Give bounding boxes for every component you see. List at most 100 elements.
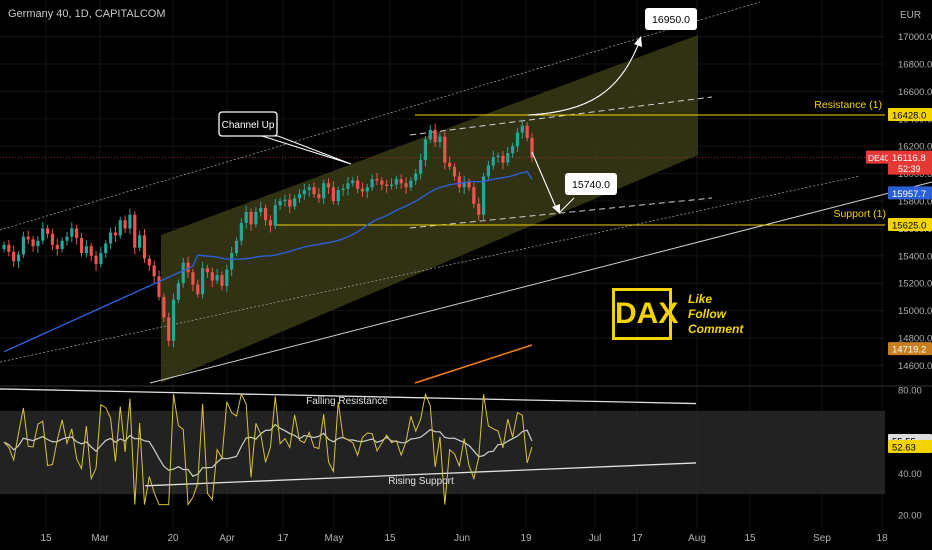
ma-long-price-tag-bg xyxy=(888,342,932,356)
candle-body xyxy=(331,187,335,202)
target-down-label: 15740.0 xyxy=(572,179,610,191)
candle-body xyxy=(205,268,210,273)
candle-body xyxy=(341,188,345,191)
candle-body xyxy=(147,258,151,266)
candle-body xyxy=(515,132,520,147)
candle-body xyxy=(336,190,340,202)
like-text: Like xyxy=(688,292,713,306)
candle-body xyxy=(511,146,515,154)
candle-body xyxy=(370,179,374,188)
candle-body xyxy=(215,275,219,281)
dax-logo: DAX xyxy=(612,288,678,340)
projection-up-arrowhead xyxy=(634,36,642,47)
candle-body xyxy=(254,211,258,225)
candle-body xyxy=(268,220,273,226)
candle-body xyxy=(322,183,326,199)
symbol-tag: DE40 xyxy=(868,153,890,163)
candle-body xyxy=(181,262,185,284)
channel-lines xyxy=(0,1,932,384)
candle-body xyxy=(94,255,98,265)
x-tick-label: 18 xyxy=(876,533,888,544)
candle-body xyxy=(186,262,190,273)
candle-body xyxy=(351,180,355,184)
candle-body xyxy=(346,183,350,189)
candle-body xyxy=(423,139,428,160)
candle-body xyxy=(79,238,84,254)
y-tick-label: 14600.0 xyxy=(898,361,932,372)
candle-body xyxy=(404,183,408,188)
channel-label-box xyxy=(218,111,278,137)
currency-label: EUR xyxy=(900,10,922,21)
y-tick-label: 16600.0 xyxy=(898,87,932,98)
candle-body xyxy=(36,240,40,247)
candle-body xyxy=(60,240,64,249)
support-price-tag: 15625.0 xyxy=(892,221,926,232)
candle-body xyxy=(428,129,432,140)
candle-body xyxy=(21,236,25,255)
rsi-ma-line xyxy=(3,423,533,477)
candle-body xyxy=(409,180,413,188)
rsi-tag-bg xyxy=(888,440,932,454)
candle-body xyxy=(457,176,461,188)
candle-body xyxy=(123,220,127,229)
last-price-tag: 16116.8 xyxy=(892,153,926,164)
candles[interactable] xyxy=(2,119,534,348)
rising-support-label: Rising Support xyxy=(388,476,454,487)
target-down-box xyxy=(565,173,617,195)
candle-body xyxy=(414,173,418,181)
candle-body xyxy=(448,162,452,167)
y-tick-label: 16800.0 xyxy=(898,60,932,71)
candle-body xyxy=(506,153,510,163)
x-tick-label: Apr xyxy=(219,533,235,544)
rsi-pane[interactable] xyxy=(0,388,885,507)
x-tick-label: 15 xyxy=(384,533,396,544)
candle-body xyxy=(118,220,122,236)
ma-line xyxy=(3,170,533,353)
candle-body xyxy=(191,272,195,285)
candle-body xyxy=(171,299,176,341)
candle-body xyxy=(326,183,331,188)
channel-lower-line xyxy=(0,175,861,363)
x-tick-label: 20 xyxy=(167,533,179,544)
rising-support-line xyxy=(144,462,697,487)
y-tick-label: 15800.0 xyxy=(898,197,932,208)
candle-body xyxy=(525,125,529,139)
projection-down-path xyxy=(531,151,558,211)
falling-resistance-label: Falling Resistance xyxy=(306,396,388,407)
candle-body xyxy=(472,187,476,204)
candle-body xyxy=(356,180,360,189)
y-tick-label: 14800.0 xyxy=(898,334,932,345)
candle-body xyxy=(230,253,234,270)
symbol-header: Germany 40, 1D, CAPITALCOM xyxy=(8,8,166,20)
ma-long-line xyxy=(414,344,533,384)
candle-body xyxy=(520,125,524,133)
candle-body xyxy=(31,239,35,247)
x-tick-label: 17 xyxy=(277,533,289,544)
candle-body xyxy=(467,181,471,188)
rebound-path xyxy=(559,197,575,213)
candle-body xyxy=(225,269,229,286)
candle-body xyxy=(65,236,69,241)
target-up-box xyxy=(645,8,697,30)
candle-body xyxy=(249,211,253,225)
last-price-tag-bg xyxy=(888,150,932,175)
channel-up-band xyxy=(161,35,698,383)
candle-body xyxy=(360,188,365,192)
candle-body xyxy=(12,251,16,262)
candle-body xyxy=(234,240,239,254)
candle-body xyxy=(481,176,486,215)
x-tick-label: 17 xyxy=(631,533,643,544)
x-tick-label: Jun xyxy=(454,533,470,544)
moving-averages xyxy=(3,170,533,384)
y-tick-label: 17000.0 xyxy=(898,32,932,43)
rsi-band xyxy=(0,410,885,495)
candle-body xyxy=(84,246,88,254)
candle-body xyxy=(201,268,205,295)
candle-body xyxy=(196,284,200,295)
candle-body xyxy=(283,199,287,202)
candle-body xyxy=(89,246,93,256)
candle-body xyxy=(438,136,442,143)
y-tick-label: 15000.0 xyxy=(898,306,932,317)
